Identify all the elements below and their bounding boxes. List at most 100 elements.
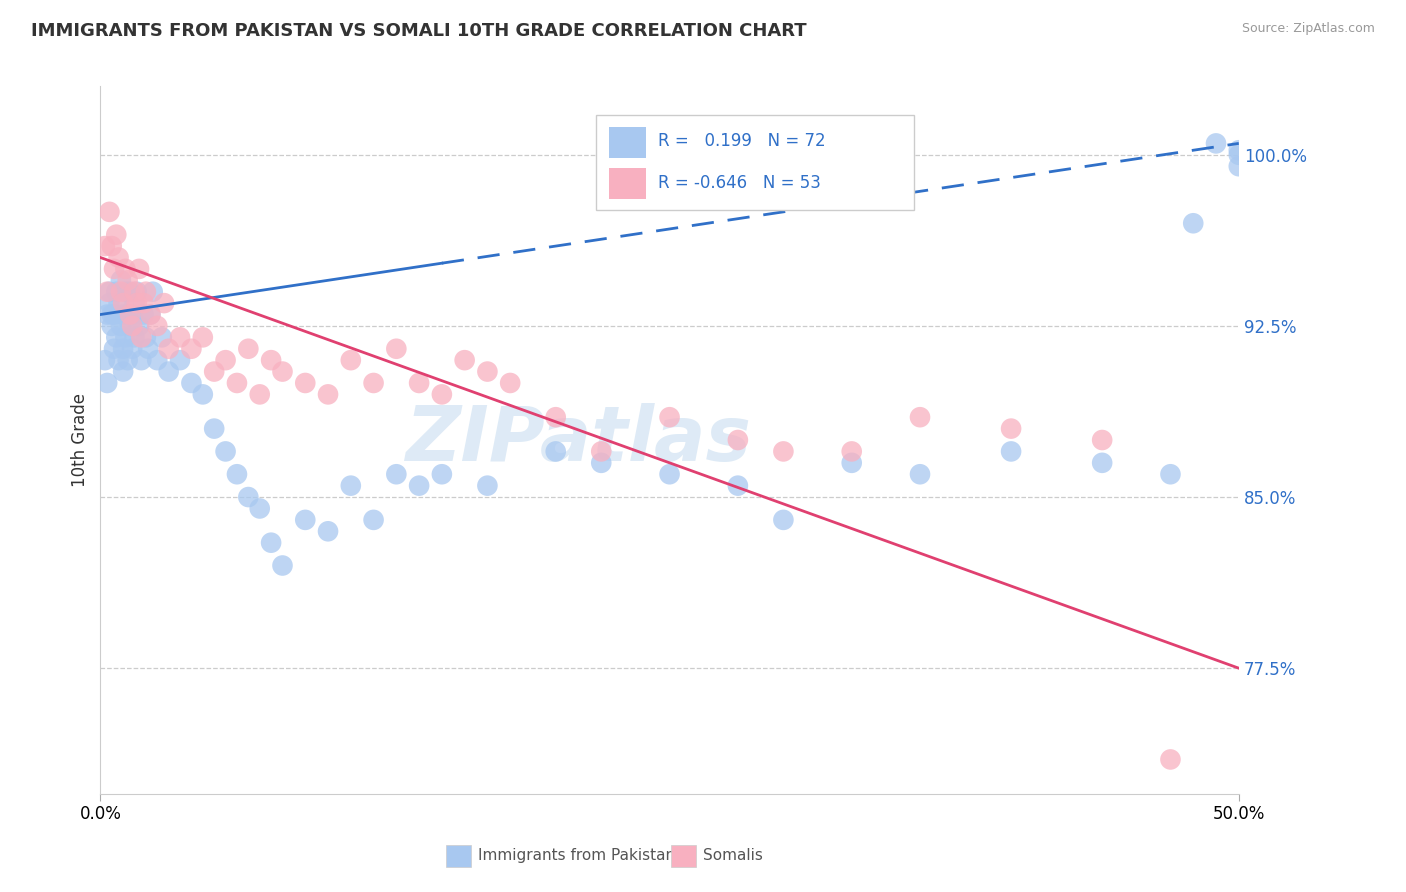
Point xyxy=(249,387,271,401)
Point xyxy=(727,478,749,492)
Point xyxy=(112,342,135,356)
Point xyxy=(125,296,148,310)
Point xyxy=(98,205,121,219)
Point xyxy=(121,342,143,356)
Point xyxy=(131,330,153,344)
Point xyxy=(103,342,125,356)
Point xyxy=(1227,143,1250,157)
Point xyxy=(112,296,135,310)
Point xyxy=(124,296,146,310)
Point xyxy=(340,478,363,492)
Point xyxy=(118,318,141,333)
Point xyxy=(908,467,931,482)
Point xyxy=(477,478,499,492)
Point xyxy=(153,296,176,310)
Text: R = -0.646   N = 53: R = -0.646 N = 53 xyxy=(658,175,821,193)
Point xyxy=(107,251,129,265)
Point xyxy=(408,478,430,492)
Point xyxy=(103,308,125,322)
Point xyxy=(107,353,129,368)
Text: Somalis: Somalis xyxy=(703,848,763,863)
FancyBboxPatch shape xyxy=(609,168,645,199)
Point xyxy=(142,285,165,299)
Point xyxy=(150,330,173,344)
Point xyxy=(453,353,475,368)
Text: Source: ZipAtlas.com: Source: ZipAtlas.com xyxy=(1241,22,1375,36)
FancyBboxPatch shape xyxy=(596,115,914,211)
Point xyxy=(100,308,122,322)
Point xyxy=(110,318,132,333)
Point xyxy=(114,285,136,299)
Point xyxy=(128,261,150,276)
Point xyxy=(591,444,613,458)
Point xyxy=(139,308,162,322)
Point xyxy=(103,261,125,276)
Point xyxy=(180,342,202,356)
Point xyxy=(114,261,136,276)
Point xyxy=(202,365,225,379)
Point xyxy=(135,285,157,299)
Point xyxy=(100,318,122,333)
Point xyxy=(96,376,118,390)
Y-axis label: 10th Grade: 10th Grade xyxy=(72,393,89,487)
Point xyxy=(1227,159,1250,173)
Text: ZIPatlas: ZIPatlas xyxy=(405,403,751,477)
Point xyxy=(1182,216,1205,230)
Point xyxy=(146,318,169,333)
Point xyxy=(169,353,191,368)
Point xyxy=(94,353,117,368)
Point xyxy=(477,365,499,379)
Point xyxy=(117,308,139,322)
Point xyxy=(191,387,214,401)
Point xyxy=(214,444,236,458)
Point xyxy=(226,467,249,482)
Point xyxy=(727,433,749,447)
Point xyxy=(499,376,522,390)
Point xyxy=(191,330,214,344)
Point xyxy=(157,365,180,379)
Point xyxy=(105,227,128,242)
Point xyxy=(136,342,159,356)
Point xyxy=(340,353,363,368)
Point xyxy=(1091,456,1114,470)
Point xyxy=(271,365,294,379)
Point xyxy=(363,376,385,390)
Point xyxy=(110,273,132,287)
Point xyxy=(238,342,260,356)
Point xyxy=(316,524,339,539)
Point xyxy=(96,308,118,322)
Point xyxy=(112,308,135,322)
Point xyxy=(385,342,408,356)
Point xyxy=(112,365,135,379)
Point xyxy=(96,285,118,299)
Point xyxy=(841,456,863,470)
Point xyxy=(1227,148,1250,162)
Point xyxy=(1159,467,1181,482)
Point xyxy=(139,308,162,322)
Point xyxy=(110,285,132,299)
Point xyxy=(146,353,169,368)
Point xyxy=(544,444,567,458)
Point xyxy=(1159,752,1181,766)
Point xyxy=(128,318,150,333)
Point xyxy=(430,387,453,401)
Point xyxy=(124,330,146,344)
Point xyxy=(124,285,146,299)
Point xyxy=(772,513,794,527)
Text: R =   0.199   N = 72: R = 0.199 N = 72 xyxy=(658,132,825,151)
Point xyxy=(121,308,143,322)
Point xyxy=(294,513,316,527)
Point xyxy=(132,308,155,322)
Point xyxy=(132,296,155,310)
Point xyxy=(1091,433,1114,447)
Point xyxy=(214,353,236,368)
FancyBboxPatch shape xyxy=(609,127,645,158)
Point xyxy=(1000,444,1022,458)
Point xyxy=(260,353,283,368)
Point xyxy=(1205,136,1227,151)
Point xyxy=(125,285,148,299)
Point xyxy=(1000,422,1022,436)
Point xyxy=(157,342,180,356)
Point xyxy=(118,308,141,322)
Point xyxy=(169,330,191,344)
